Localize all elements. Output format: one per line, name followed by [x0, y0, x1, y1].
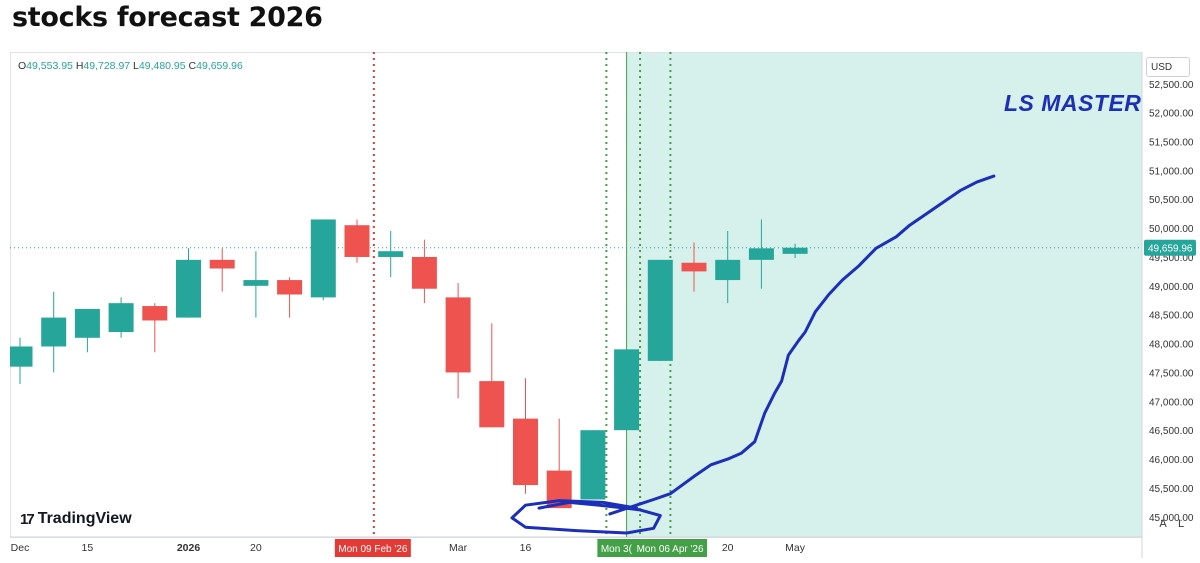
candle-body[interactable] [41, 317, 67, 347]
chart-panel[interactable]: 45,000.00 45,500.00 46,000.00 46,500.00 47,0… [10, 52, 1198, 558]
candle-body[interactable] [243, 280, 269, 286]
open-key: O [18, 60, 27, 72]
tradingview-logo[interactable]: 17 TradingView [20, 510, 132, 528]
price-tick-label: 51,000.00 [1149, 166, 1194, 177]
price-tick-label: 50,500.00 [1149, 195, 1194, 206]
tradingview-mark-icon: 17 [20, 510, 35, 528]
price-tick-label: 45,500.00 [1149, 484, 1194, 495]
date-badge-apr: Mon 06 Apr '26 [637, 544, 704, 555]
forecast-zone [626, 52, 1142, 537]
date-badge-feb-bg [334, 539, 411, 557]
candle-body[interactable] [209, 259, 235, 269]
price-tick-label: 46,000.00 [1149, 455, 1194, 466]
date-badge-mar: Mon 3( [601, 544, 633, 555]
date-badge-feb: Mon 09 Feb '26 [338, 544, 408, 555]
price-tick-label: 49,500.00 [1149, 253, 1194, 264]
price-tick-label: 49,000.00 [1149, 282, 1194, 293]
author-watermark: LS MASTER [1004, 90, 1142, 116]
currency-selector[interactable]: USD [1146, 57, 1190, 77]
last-price-badge [1144, 239, 1196, 256]
price-tick-label: 45,000.00 [1149, 513, 1194, 524]
low-key: L [133, 60, 139, 72]
candle-body[interactable] [142, 306, 168, 321]
candle-body[interactable] [344, 225, 370, 257]
close-key: C [188, 60, 197, 72]
candle-body[interactable] [74, 308, 100, 338]
candle-body[interactable] [479, 381, 505, 428]
candle-body[interactable] [445, 297, 471, 373]
price-tick-label: 47,500.00 [1149, 368, 1194, 379]
low-value: 49,480.95 [138, 60, 186, 72]
time-tick-label: May [785, 542, 806, 554]
price-tick-label: 48,500.00 [1149, 311, 1194, 322]
price-tick-label: 52,000.00 [1149, 109, 1194, 120]
last-price-label: 49,659.96 [1148, 244, 1193, 255]
log-scale-button[interactable]: L [1177, 518, 1185, 530]
candle-body[interactable] [782, 247, 808, 254]
price-tick-label: 47,000.00 [1149, 397, 1194, 408]
price-tick-label: 52,500.00 [1149, 80, 1194, 91]
time-tick-label: 20 [250, 542, 262, 554]
time-tick-label: 16 [520, 542, 532, 554]
candle-body[interactable] [411, 256, 437, 289]
candle-body[interactable] [715, 259, 741, 281]
candle-body[interactable] [176, 259, 201, 318]
time-tick-label: Mar [449, 542, 468, 554]
page-title: stocks forecast 2026 [12, 2, 323, 33]
candle-body[interactable] [580, 430, 606, 500]
candle-body[interactable] [681, 262, 707, 272]
candle-body[interactable] [748, 248, 774, 260]
ohlc-legend: O49,553.95 H49,728.97 L49,480.95 C49,659… [18, 60, 243, 72]
tradingview-logo-text: TradingView [37, 510, 132, 527]
high-value: 49,728.97 [83, 60, 131, 72]
price-tick-label: 51,500.00 [1149, 137, 1194, 148]
candle-body[interactable] [108, 303, 134, 333]
high-key: H [75, 60, 84, 72]
candle-body[interactable] [277, 280, 303, 295]
candle-body[interactable] [10, 346, 33, 367]
close-value: 49,659.96 [196, 60, 243, 72]
time-tick-label: 20 [722, 542, 734, 554]
auto-scale-button[interactable]: A [1159, 518, 1167, 530]
price-tick-label: 48,000.00 [1149, 340, 1194, 351]
candlestick-chart[interactable]: 45,000.00 45,500.00 46,000.00 46,500.00 47,0… [10, 52, 1198, 558]
candle-body[interactable] [647, 259, 673, 361]
candle-body[interactable] [378, 251, 404, 257]
price-tick-label: 50,000.00 [1149, 224, 1194, 235]
date-badge-mar-bg [597, 539, 636, 557]
forecast-loop-annotation [510, 499, 662, 535]
date-badge-apr-bg [633, 539, 708, 557]
candle-body[interactable] [310, 219, 336, 298]
candle-body[interactable] [614, 349, 640, 431]
time-tick-label: Dec [11, 542, 30, 554]
time-tick-label: 15 [82, 542, 94, 554]
price-tick-label: 46,500.00 [1149, 426, 1194, 437]
open-value: 49,553.95 [26, 60, 73, 72]
time-tick-label: 2026 [177, 542, 201, 554]
forecast-path [608, 174, 996, 516]
candle-body[interactable] [513, 418, 538, 486]
